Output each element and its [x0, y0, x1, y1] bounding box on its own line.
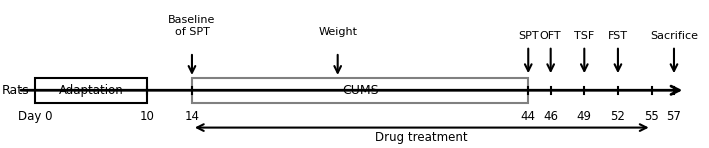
Text: 49: 49: [577, 110, 592, 123]
Text: SPT: SPT: [518, 31, 539, 41]
Text: Drug treatment: Drug treatment: [376, 131, 468, 144]
Text: 57: 57: [666, 110, 681, 123]
Text: 55: 55: [644, 110, 659, 123]
Text: 46: 46: [543, 110, 558, 123]
Text: Adaptation: Adaptation: [59, 84, 123, 97]
Text: Weight: Weight: [318, 27, 357, 37]
Text: TSF: TSF: [574, 31, 594, 41]
Text: 52: 52: [610, 110, 625, 123]
Text: OFT: OFT: [540, 31, 562, 41]
Text: 10: 10: [140, 110, 155, 123]
Text: 14: 14: [184, 110, 199, 123]
FancyBboxPatch shape: [35, 78, 147, 103]
Text: Rats: Rats: [1, 84, 29, 97]
Text: FST: FST: [608, 31, 628, 41]
Text: Sacrifice: Sacrifice: [650, 31, 698, 41]
Text: 44: 44: [520, 110, 536, 123]
Text: Baseline
of SPT: Baseline of SPT: [168, 15, 216, 37]
Text: Day 0: Day 0: [18, 110, 52, 123]
FancyBboxPatch shape: [192, 78, 528, 103]
Text: CUMS: CUMS: [342, 84, 379, 97]
